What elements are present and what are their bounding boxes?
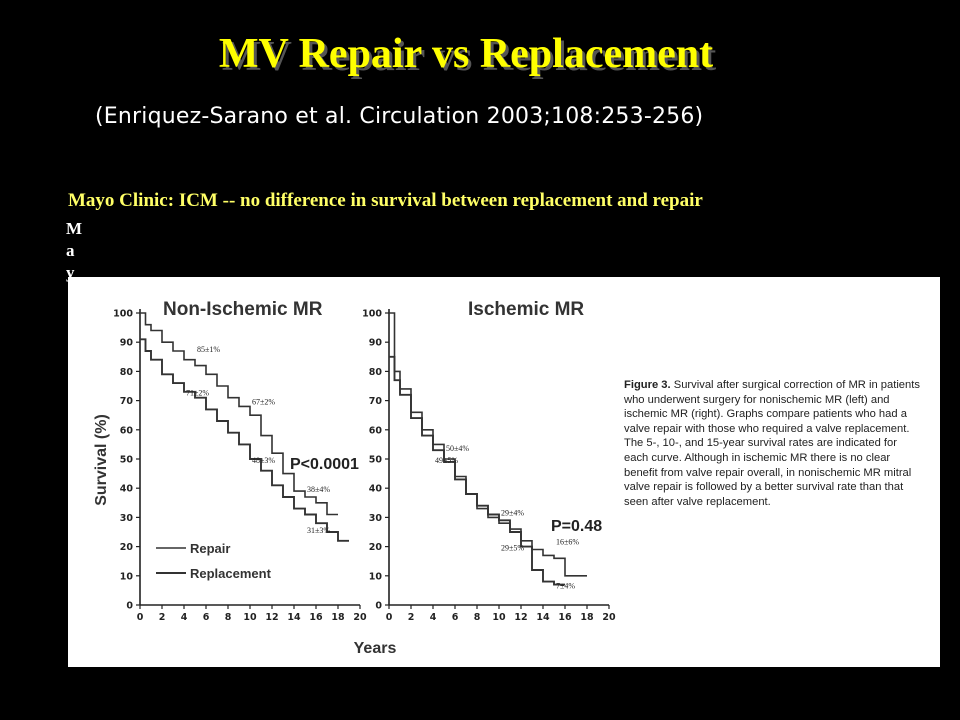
x-tick-label: 20 [602,612,616,623]
y-tick-label: 70 [120,396,134,407]
x-tick-label: 10 [492,612,506,623]
x-tick-label: 18 [580,612,594,623]
y-tick-label: 0 [375,601,382,612]
legend-label-replacement: Replacement [190,566,272,581]
survival-curve-repair [140,312,338,516]
slide-title: MV Repair vs Replacement [0,30,932,78]
survival-rate-label: 71±2% [186,389,209,398]
y-axis-label: Survival (%) [93,414,110,506]
caption-label: Figure 3. [624,379,671,391]
vertical-letter: y [66,263,75,282]
x-tick-label: 12 [265,612,278,623]
x-tick-label: 0 [386,612,393,623]
y-tick-label: 10 [369,571,383,582]
x-tick-label: 12 [514,612,527,623]
x-tick-label: 14 [536,612,550,623]
x-tick-label: 16 [558,612,572,623]
survival-curve-replacement [140,338,349,542]
y-tick-label: 50 [120,455,134,466]
p-value-label: P=0.48 [551,518,602,535]
survival-rate-label: 85±1% [197,345,220,354]
survival-rate-label: 38±4% [307,485,330,494]
x-tick-label: 6 [203,612,210,623]
y-tick-label: 30 [369,513,383,524]
survival-rate-label: 67±2% [252,397,275,406]
y-tick-label: 50 [369,455,383,466]
x-tick-label: 20 [353,612,367,623]
y-tick-label: 90 [369,338,383,349]
y-tick-label: 100 [113,309,133,320]
x-axis-label: Years [354,640,397,657]
citation: (Enriquez-Sarano et al. Circulation 2003… [95,104,704,129]
panel-title: Ischemic MR [468,299,584,320]
y-tick-label: 40 [369,484,383,495]
survival-rate-label: 29±4% [501,508,524,517]
legend-label-repair: Repair [190,541,230,556]
survival-rate-label: 29±5% [501,543,524,552]
slide-title-text: MV Repair vs Replacement [218,31,714,77]
survival-curve-repair [389,312,587,577]
x-tick-label: 18 [331,612,345,623]
vertical-letter: a [66,241,75,260]
x-tick-label: 0 [137,612,144,623]
x-tick-label: 8 [474,612,481,623]
survival-rate-label: 16±6% [556,538,579,547]
y-tick-label: 20 [369,542,383,553]
survival-rate-label: 31±3% [307,526,330,535]
survival-rate-label: 48±3% [252,456,275,465]
y-tick-label: 30 [120,513,134,524]
survival-figure: 0 10 20 30 40 50 60 70 80 90 100 0 2 4 6 8 10 12 14 16 18 20 N… [68,277,940,667]
x-tick-label: 4 [181,612,188,623]
caption-text: Survival after surgical correction of MR… [624,379,920,508]
y-tick-label: 20 [120,542,134,553]
p-value-label: P<0.0001 [290,456,359,473]
x-tick-label: 6 [452,612,459,623]
y-tick-label: 60 [369,425,383,436]
survival-curve-replacement [389,355,565,586]
x-tick-label: 10 [243,612,257,623]
survival-rate-label: 7±4% [556,581,575,590]
figure-caption: Figure 3. Survival after surgical correc… [624,378,924,509]
x-tick-label: 2 [408,612,415,623]
x-tick-label: 14 [287,612,301,623]
survival-rate-label: 50±4% [446,444,469,453]
subtitle: Mayo Clinic: ICM -- no difference in sur… [68,190,703,211]
vertical-letter: M [66,219,83,238]
panel-title: Non-Ischemic MR [163,299,323,320]
y-tick-label: 100 [362,309,382,320]
y-tick-label: 90 [120,338,134,349]
y-tick-label: 70 [369,396,383,407]
y-tick-label: 60 [120,425,134,436]
y-tick-label: 40 [120,484,134,495]
y-tick-label: 0 [126,601,133,612]
y-tick-label: 80 [120,367,134,378]
y-tick-label: 80 [369,367,383,378]
vertical-text-fragment: M a y [66,218,86,284]
x-tick-label: 2 [159,612,166,623]
y-tick-label: 10 [120,571,134,582]
x-tick-label: 4 [430,612,437,623]
survival-rate-label: 49±5% [435,456,458,465]
x-tick-label: 8 [225,612,232,623]
x-tick-label: 16 [309,612,323,623]
